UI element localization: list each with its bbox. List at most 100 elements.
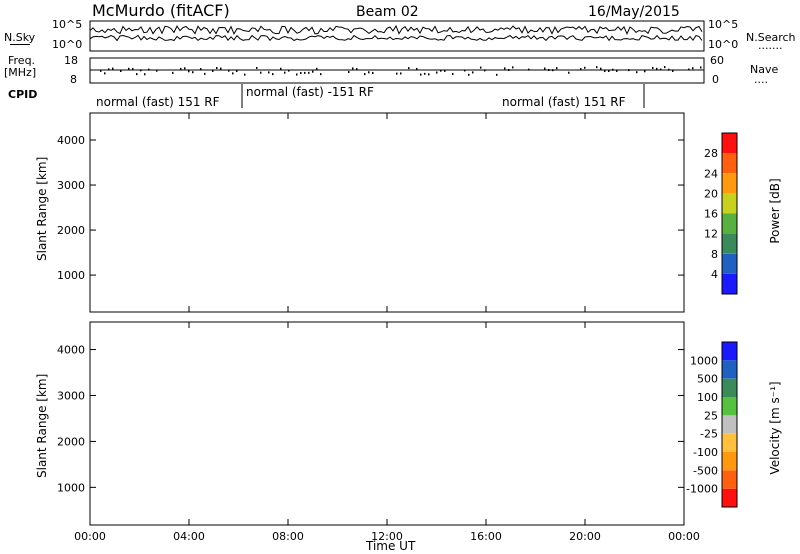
freq-dot [604, 70, 606, 73]
power-colorbar-segment [722, 133, 737, 154]
power-y-tick-label: 4000 [57, 134, 85, 147]
freq-dot [228, 69, 230, 72]
freq-dot [480, 66, 482, 69]
power-colorbar-segment [722, 153, 737, 174]
noise-traces [89, 24, 703, 42]
freq-dot [244, 73, 246, 76]
freq-dot [420, 73, 422, 76]
freq-dot [256, 66, 258, 69]
noise-left-bottom: 10^0 [52, 38, 83, 51]
freq-dot [400, 72, 402, 75]
freq-dot [364, 73, 366, 76]
freq-dot [472, 71, 474, 74]
x-tick-label: 04:00 [173, 530, 205, 543]
freq-dot [656, 67, 658, 70]
freq-dot [268, 71, 270, 74]
power-colorbar-segment [722, 193, 737, 214]
freq-dot [132, 67, 134, 70]
x-axis-title: Time UT [366, 539, 416, 553]
freq-unit-label: [MHz] [4, 66, 37, 79]
velocity-colorbar-tick-label: 25 [704, 409, 718, 422]
freq-dot [288, 69, 290, 72]
velocity-colorbar-tick-label: 100 [697, 391, 718, 404]
freq-dot [580, 68, 582, 71]
velocity-colorbar-tick-label: -25 [700, 428, 718, 441]
velocity-colorbar-tick-label: 500 [697, 373, 718, 386]
velocity-colorbar-title: Velocity [m s⁻¹] [768, 381, 782, 475]
freq-dot [568, 71, 570, 74]
n-sky-label: N.Sky [4, 31, 36, 44]
velocity-colorbar-segment [722, 397, 737, 416]
power-colorbar-frame [721, 132, 738, 295]
freq-dot [180, 67, 182, 70]
freq-dot [440, 69, 442, 72]
freq-dot [508, 68, 510, 71]
freq-dot [200, 68, 202, 71]
noise-right-bottom: 10^0 [708, 38, 739, 51]
freq-dot [140, 69, 142, 72]
n-search-label: N.Search [746, 31, 796, 44]
freq-dot [452, 72, 454, 75]
noise-panel [89, 20, 705, 52]
date-title: 16/May/2015 [588, 4, 680, 20]
velocity-colorbar-segment [722, 452, 737, 471]
power-colorbar-segment [722, 233, 737, 254]
x-tick-label: 08:00 [272, 530, 304, 543]
freq-dot [212, 69, 214, 72]
freq-dot [216, 67, 218, 70]
x-tick-label: 00:00 [74, 530, 106, 543]
n-search-dots: ....... [758, 39, 783, 52]
velocity-frame [89, 321, 685, 526]
cpid-label: CPID [8, 88, 38, 101]
freq-dot [112, 67, 114, 70]
freq-dot [424, 72, 426, 75]
freq-dot [148, 68, 150, 71]
freq-dot [144, 73, 146, 76]
freq-left-top: 18 [64, 54, 78, 67]
power-y-axis-title: Slant Range [km] [35, 156, 49, 261]
freq-dot [156, 69, 158, 72]
power-y-tick-label: 2000 [57, 224, 85, 237]
station-title: McMurdo (fitACF) [92, 1, 230, 20]
freq-dot [356, 68, 358, 71]
freq-dot [660, 68, 662, 71]
cpid-segment-1: normal (fast) 151 RF [96, 95, 220, 109]
power-colorbar-segment [722, 173, 737, 194]
freq-dot [320, 73, 322, 76]
freq-dot [192, 71, 194, 74]
freq-dot [308, 71, 310, 74]
freq-dot [608, 70, 610, 73]
freq-dot [552, 69, 554, 72]
freq-dot [628, 69, 630, 72]
freq-dot [280, 67, 282, 70]
freq-dot [396, 72, 398, 75]
freq-dot [700, 66, 702, 69]
freq-dot [416, 67, 418, 70]
power-frame [89, 112, 685, 313]
velocity-colorbar-segment [722, 415, 737, 434]
freq-dot [348, 71, 350, 74]
freq-label: Freq. [8, 54, 36, 67]
velocity-colorbar-tick-label: -1000 [686, 483, 718, 496]
power-colorbar-tick-label: 4 [711, 268, 718, 281]
power-colorbar-tick-label: 16 [704, 208, 718, 221]
freq-dot [512, 66, 514, 69]
freq-dot [232, 72, 234, 75]
velocity-y-tick-label: 2000 [57, 435, 85, 448]
freq-dot [204, 72, 206, 75]
axes: 1000 2000 3000 4000 1000 2000 3000 4000 00:00 04:… [57, 112, 700, 543]
n-sky-underline [10, 44, 30, 45]
freq-right-top: 60 [710, 54, 724, 67]
x-tick-label: 20:00 [569, 530, 601, 543]
power-colorbar-tick-label: 12 [704, 228, 718, 241]
freq-dot [316, 67, 318, 70]
freq-dot [172, 71, 174, 74]
freq-dot [436, 71, 438, 74]
freq-dot [468, 73, 470, 76]
velocity-y-tick-label: 1000 [57, 481, 85, 494]
freq-dot [428, 73, 430, 76]
freq-dot [300, 71, 302, 74]
velocity-colorbar-segment [722, 342, 737, 361]
freq-dot [408, 67, 410, 70]
